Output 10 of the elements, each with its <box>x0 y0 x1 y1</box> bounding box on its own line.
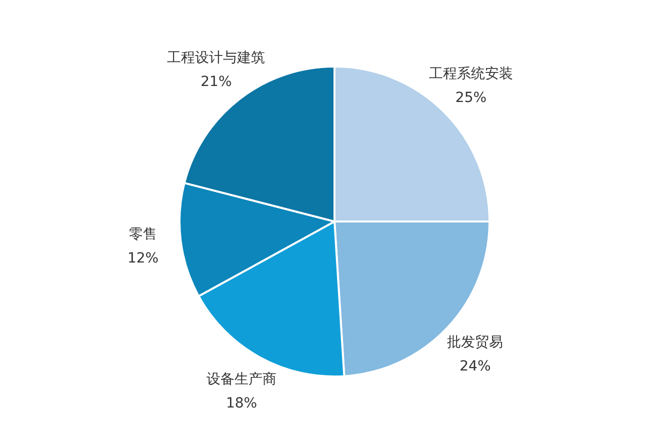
data-label: 24% <box>460 358 491 375</box>
slice-label: 工程设计与建筑 <box>167 50 266 66</box>
slice-label: 工程系统安装 <box>428 66 513 82</box>
data-label: 12% <box>127 250 159 267</box>
data-label: 25% <box>455 90 487 106</box>
slice-label: 批发贸易 <box>447 334 504 351</box>
data-label: 18% <box>226 396 258 412</box>
slice-label: 设备生产商 <box>206 372 277 388</box>
slice-label: 零售 <box>129 226 158 243</box>
data-label: 21% <box>200 74 232 90</box>
